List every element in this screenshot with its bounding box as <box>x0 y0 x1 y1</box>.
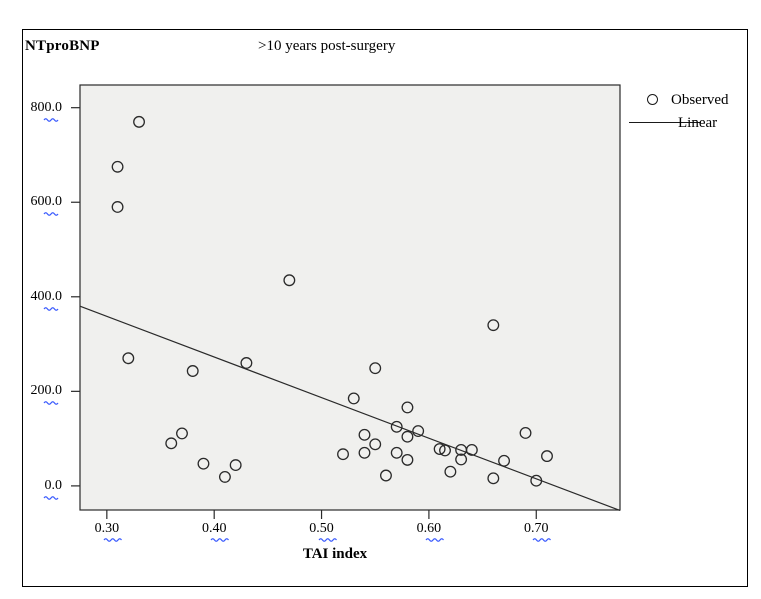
y-tick-label: 800.0 <box>30 99 63 115</box>
plot-area <box>80 85 620 510</box>
x-tick-label: 0.60 <box>416 521 442 536</box>
x-tick-label: 0.50 <box>309 521 334 536</box>
data-point <box>229 459 242 472</box>
data-point <box>439 444 451 457</box>
chart-subtitle: >10 years post-surgery <box>258 38 396 54</box>
spellcheck-squiggle-icon <box>425 538 444 542</box>
y-tick-label: 400.0 <box>30 288 63 304</box>
data-point <box>358 446 371 459</box>
data-point <box>133 115 145 128</box>
data-point <box>380 469 392 482</box>
data-point <box>390 420 403 433</box>
y-tick-label: 200.0 <box>30 383 63 399</box>
data-point <box>369 438 382 451</box>
linear-marker-icon <box>629 122 701 123</box>
data-point <box>433 443 446 455</box>
data-point <box>465 444 478 456</box>
y-tick-label: 0.0 <box>44 477 63 493</box>
data-point <box>122 352 135 365</box>
y-axis-title: NTproBNP <box>25 38 100 54</box>
data-point <box>487 319 500 332</box>
data-point <box>197 457 210 470</box>
spellcheck-squiggle-icon <box>43 212 59 217</box>
spellcheck-squiggle-icon <box>103 538 122 542</box>
data-point <box>337 448 349 461</box>
x-tick-label: 0.40 <box>201 521 227 536</box>
spellcheck-squiggle-icon <box>43 306 59 311</box>
data-point <box>401 453 414 466</box>
data-point <box>487 472 500 485</box>
data-point <box>176 427 188 440</box>
legend-label-observed: Observed <box>671 92 729 108</box>
data-point <box>358 428 371 441</box>
data-point <box>519 426 532 439</box>
data-point <box>369 362 382 375</box>
figure-border <box>22 29 748 587</box>
spellcheck-squiggle-icon <box>43 496 59 500</box>
data-point <box>111 201 124 213</box>
spellcheck-squiggle-icon <box>43 117 59 122</box>
x-tick-label: 0.30 <box>94 521 120 536</box>
regression-line <box>79 305 621 512</box>
data-point <box>498 454 511 467</box>
data-point <box>390 446 403 459</box>
data-point <box>111 160 124 173</box>
observed-marker-icon <box>647 94 658 105</box>
spellcheck-squiggle-icon <box>532 538 552 542</box>
x-axis-title: TAI index <box>302 546 368 562</box>
data-point <box>283 274 296 287</box>
x-tick-label: 0.70 <box>524 521 549 536</box>
data-point <box>541 450 553 463</box>
y-tick-label: 600.0 <box>30 194 63 210</box>
data-point <box>186 365 199 377</box>
data-point <box>347 392 360 405</box>
data-point <box>455 453 468 466</box>
data-point <box>412 425 425 438</box>
data-point <box>530 474 543 487</box>
plot-frame <box>79 84 621 511</box>
data-point <box>218 470 231 483</box>
data-point <box>240 357 253 369</box>
legend-label-linear: Linear <box>678 115 718 131</box>
data-point <box>165 437 178 450</box>
data-point <box>401 430 414 443</box>
data-point <box>444 465 457 478</box>
spellcheck-squiggle-icon <box>318 538 337 542</box>
data-point <box>401 401 414 414</box>
spellcheck-squiggle-icon <box>210 538 230 542</box>
spellcheck-squiggle-icon <box>43 401 59 406</box>
